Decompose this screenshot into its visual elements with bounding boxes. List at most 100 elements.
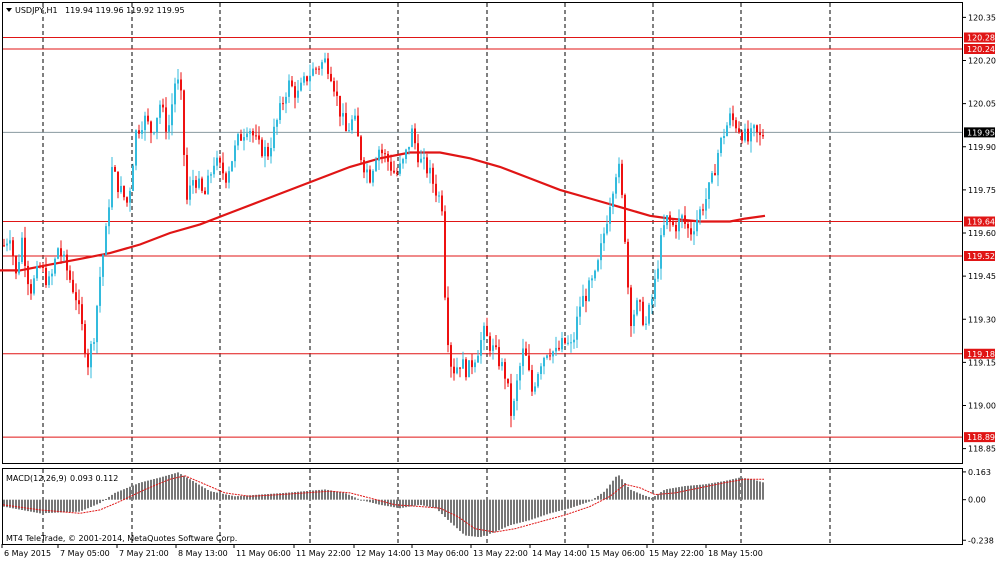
macd-bar <box>531 499 533 520</box>
macd-bar <box>156 478 158 500</box>
bear-candle <box>15 256 17 274</box>
level-label-box <box>964 216 995 227</box>
macd-bar <box>354 497 356 500</box>
macd-bar <box>528 499 530 521</box>
macd-bar <box>471 499 473 537</box>
bear-candle <box>165 107 167 132</box>
bear-candle <box>486 325 488 337</box>
macd-bar <box>48 499 50 513</box>
macd-bar <box>345 493 347 500</box>
bull-candle <box>708 182 710 200</box>
bear-candle <box>252 131 254 136</box>
macd-bar <box>681 486 683 500</box>
macd-bar <box>738 477 740 500</box>
macd-bar <box>576 499 578 506</box>
bear-candle <box>441 195 443 212</box>
macd-bar <box>624 483 626 500</box>
macd-bar <box>198 484 200 500</box>
bull-candle <box>405 149 407 159</box>
time-tick-label: 8 May 13:00 <box>178 549 228 558</box>
bull-candle <box>93 342 95 344</box>
macd-bar <box>189 479 191 500</box>
macd-bar <box>726 480 728 500</box>
bull-candle <box>342 113 344 117</box>
bull-candle <box>51 273 53 277</box>
macd-bar <box>396 499 398 508</box>
macd-bar <box>237 496 239 500</box>
bear-candle <box>453 366 455 374</box>
price-panel[interactable] <box>2 2 963 464</box>
macd-bar <box>411 499 413 507</box>
macd-bar <box>534 499 536 519</box>
macd-bar <box>762 482 764 500</box>
bear-candle <box>669 215 671 222</box>
bull-candle <box>720 138 722 154</box>
price-tick-label: 120.05 <box>968 100 996 109</box>
macd-bar <box>561 499 563 511</box>
bull-candle <box>522 348 524 367</box>
bear-candle <box>126 197 128 203</box>
bull-candle <box>399 163 401 174</box>
bull-candle <box>600 243 602 261</box>
macd-bar <box>39 499 41 514</box>
bear-candle <box>525 348 527 356</box>
macd-bar <box>693 485 695 500</box>
macd-indicator <box>2 472 764 537</box>
macd-bar <box>330 490 332 500</box>
bear-candle <box>414 128 416 144</box>
macd-bar <box>36 499 38 513</box>
bear-candle <box>384 153 386 155</box>
bull-candle <box>237 134 239 146</box>
bull-candle <box>693 231 695 235</box>
macd-bar <box>114 492 116 500</box>
bull-candle <box>6 243 8 246</box>
bull-candle <box>264 146 266 157</box>
bull-candle <box>750 128 752 142</box>
bull-candle <box>534 386 536 392</box>
bull-candle <box>420 158 422 163</box>
macd-bar <box>6 499 8 508</box>
macd-bar <box>588 499 590 502</box>
bear-candle <box>267 146 269 157</box>
macd-bar <box>648 496 650 500</box>
macd-bar <box>360 499 362 501</box>
macd-bar <box>222 493 224 500</box>
macd-bar <box>327 489 329 500</box>
bull-candle <box>573 339 575 343</box>
macd-bar <box>735 478 737 500</box>
time-tick-label: 7 May 21:00 <box>119 549 169 558</box>
bear-candle <box>291 80 293 87</box>
bear-candle <box>369 169 371 183</box>
macd-bar <box>612 480 614 500</box>
macd-bar <box>21 499 23 511</box>
macd-bar <box>564 499 566 510</box>
bear-candle <box>60 248 62 257</box>
macd-bar <box>453 499 455 526</box>
bear-candle <box>81 304 83 325</box>
symbol-menu-icon[interactable] <box>6 8 12 12</box>
bear-candle <box>444 211 446 298</box>
macd-bar <box>225 494 227 500</box>
bull-candle <box>696 219 698 232</box>
bull-candle <box>456 367 458 374</box>
bear-candle <box>747 128 749 142</box>
macd-bar <box>708 483 710 500</box>
current-price-box <box>964 127 995 138</box>
level-labels: 120.28 120.24 119.64 119.52 119.18 118.89 119.… <box>964 32 995 443</box>
macd-bar <box>504 499 506 528</box>
bull-candle <box>570 342 572 344</box>
bull-candle <box>231 161 233 172</box>
bull-candle <box>588 280 590 302</box>
macd-bar <box>234 496 236 500</box>
macd-bar <box>594 497 596 500</box>
macd-bar <box>516 499 518 524</box>
macd-bar <box>18 499 20 510</box>
level-label-box <box>964 251 995 261</box>
bull-candle <box>462 359 464 369</box>
macd-bar <box>474 499 476 537</box>
macd-bar <box>126 487 128 500</box>
current-price-label: 119.95 <box>967 128 995 137</box>
bull-candle <box>18 262 20 274</box>
time-tick-label: 12 May 14:00 <box>356 549 411 558</box>
